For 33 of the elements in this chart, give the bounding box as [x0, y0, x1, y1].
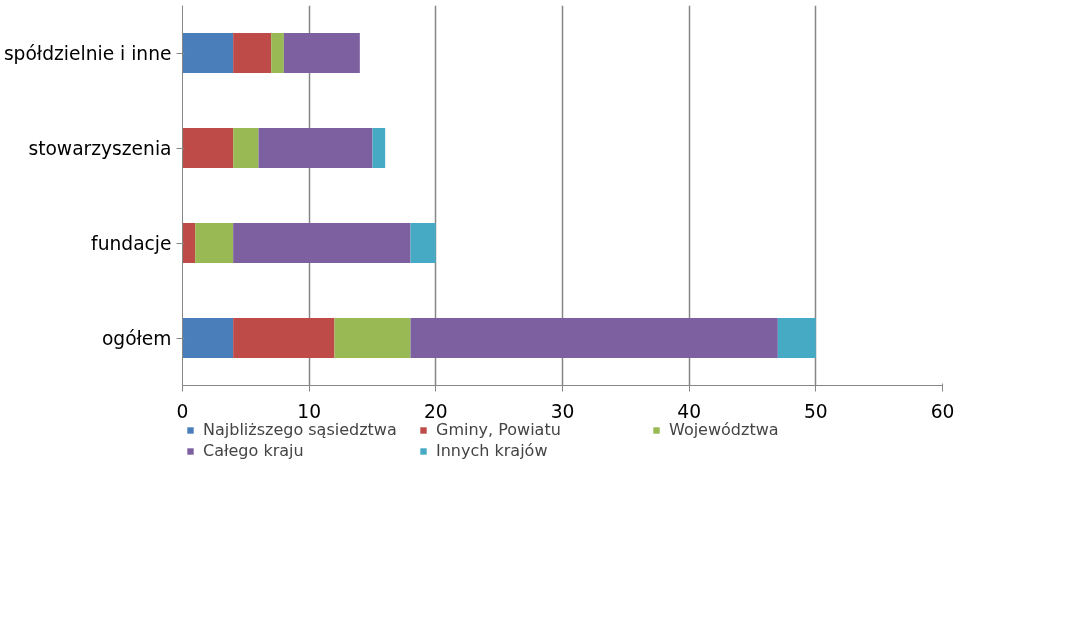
bar [182, 318, 234, 358]
bar [258, 128, 373, 168]
x-tick-label: 10 [297, 400, 322, 422]
bar [233, 33, 272, 73]
bar [233, 128, 259, 168]
y-tick-label: stowarzyszenia [28, 137, 172, 159]
bar [410, 223, 436, 263]
legend-label: Innych krajów [436, 441, 549, 460]
bar [182, 223, 196, 263]
y-tick-label: fundacje [91, 232, 172, 254]
x-tick-label: 0 [176, 400, 189, 422]
x-tick-label: 50 [803, 400, 828, 422]
x-tick-label: 20 [423, 400, 448, 422]
bar [777, 318, 816, 358]
y-tick-label: spółdzielnie i inne [3, 42, 172, 64]
bar [233, 223, 411, 263]
bar [182, 128, 234, 168]
legend-label: Województwa [669, 420, 780, 439]
legend-label: Najbliższego sąsiedztwa [203, 420, 398, 439]
bar [372, 128, 386, 168]
x-tick-label: 30 [550, 400, 575, 422]
bar [182, 33, 234, 73]
bar [233, 318, 335, 358]
x-tick-label: 60 [930, 400, 955, 422]
bar [410, 318, 778, 358]
bar [334, 318, 411, 358]
legend-label: Całego kraju [203, 441, 305, 460]
x-tick-label: 40 [677, 400, 702, 422]
y-tick-label: ogółem [101, 327, 172, 349]
bar [195, 223, 234, 263]
bar [283, 33, 360, 73]
bar [271, 33, 284, 73]
legend-label: Gminy, Powiatu [436, 420, 562, 439]
